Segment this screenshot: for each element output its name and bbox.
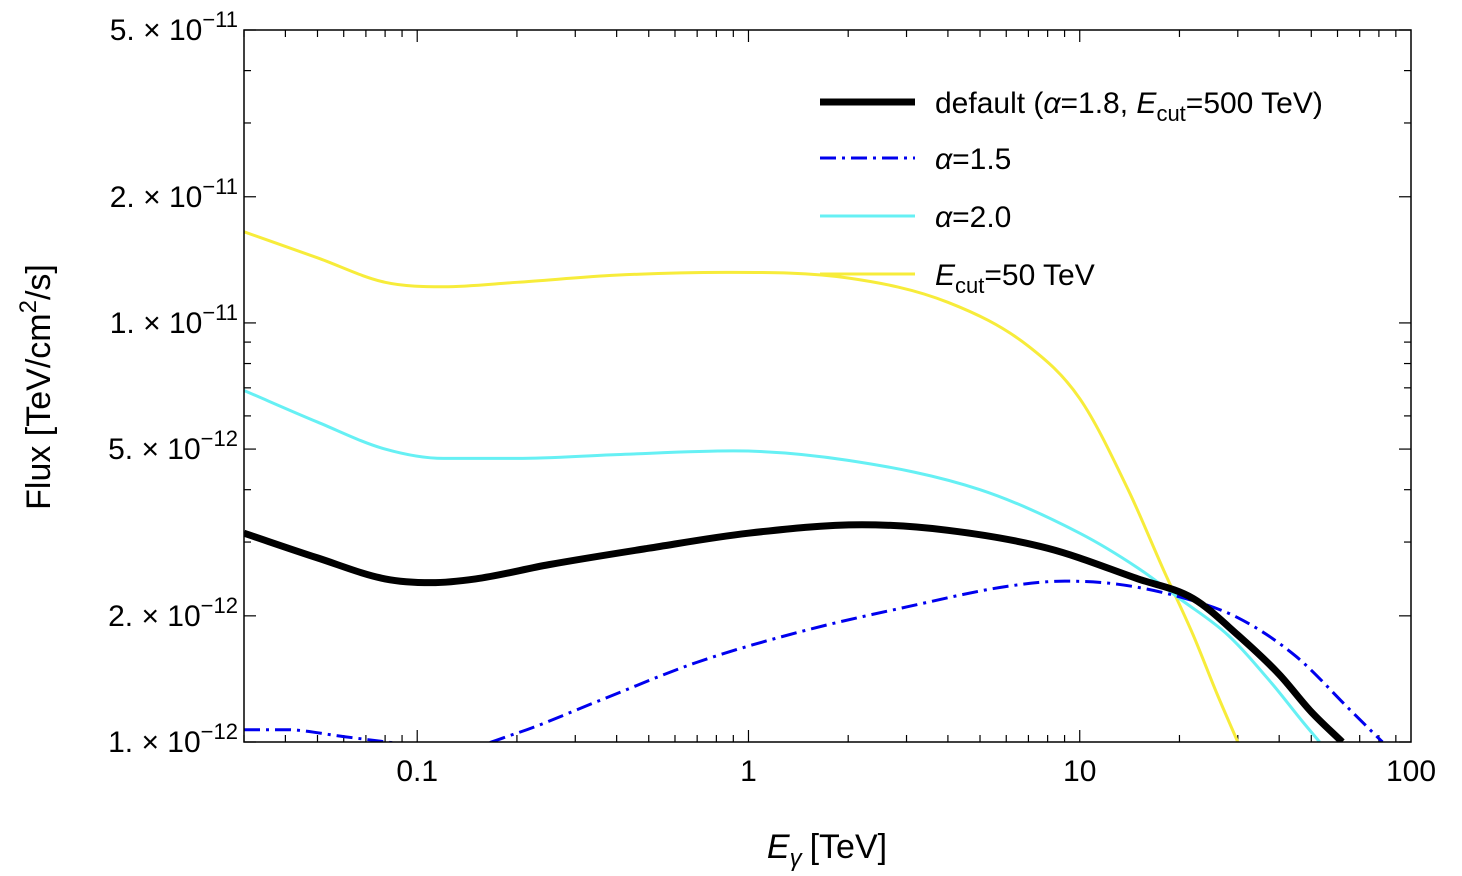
legend: default (α=1.8, Ecut=500 TeV) α=1.5 α=2.0 E… [820, 87, 1323, 298]
series-line-ecut-50 [244, 230, 1240, 742]
series-line-default [244, 521, 1345, 742]
legend-label-ecut-50: Ecut=50 TeV [935, 259, 1095, 298]
legend-label-alpha-2.0: α=2.0 [935, 201, 1011, 234]
x-tick-label: 10 [1063, 755, 1096, 788]
x-axis-title: Eγ [TeV] [767, 828, 887, 872]
x-tick-label: 100 [1386, 755, 1436, 788]
x-tick-label: 0.1 [396, 755, 438, 788]
y-tick-label: 2. × 10−11 [110, 174, 238, 214]
x-tick-labels: 0.1 1 10 100 [396, 755, 1436, 788]
y-tick-label: 5. × 10−11 [110, 7, 238, 47]
y-axis-title: Flux [TeV/cm2/s] [15, 264, 58, 510]
y-tick-labels: 1. × 10−12 2. × 10−12 5. × 10−12 1. × 10−11… [108, 7, 238, 759]
series-line-alpha-2.0 [244, 389, 1321, 742]
y-tick-label: 2. × 10−12 [108, 593, 238, 633]
x-tick-label: 1 [740, 755, 757, 788]
plot-frame [243, 29, 1412, 743]
y-tick-label: 1. × 10−12 [108, 719, 238, 759]
series-lines [244, 230, 1384, 742]
legend-label-alpha-1.5: α=1.5 [935, 143, 1011, 176]
y-tick-label: 1. × 10−11 [110, 300, 238, 340]
series-line-alpha-1.5 [244, 579, 1384, 742]
y-tick-label: 5. × 10−12 [108, 426, 238, 466]
legend-label-default: default (α=1.8, Ecut=500 TeV) [935, 87, 1323, 126]
